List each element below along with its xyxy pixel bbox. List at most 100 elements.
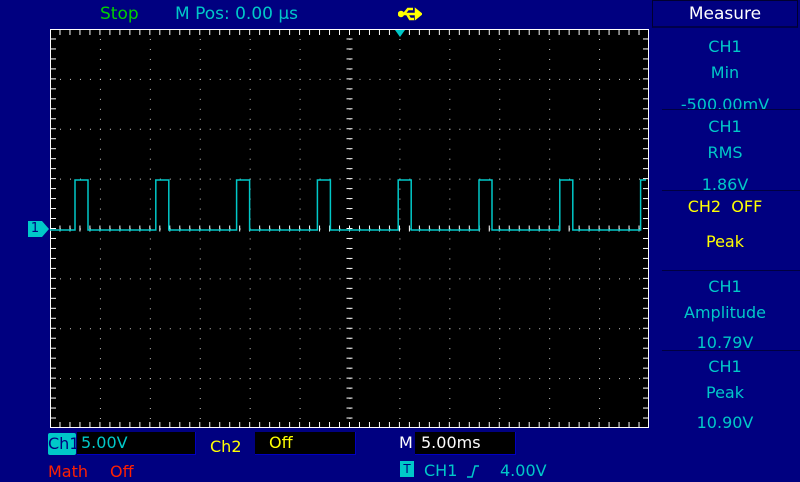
grid-dot: [429, 278, 431, 280]
grid-dot: [119, 178, 121, 180]
grid-dot: [149, 298, 151, 300]
grid-dot: [599, 298, 601, 300]
grid-dot: [599, 348, 601, 350]
grid-dot: [249, 98, 251, 100]
grid-dot: [149, 218, 151, 220]
grid-dot: [599, 218, 601, 220]
grid-dot: [369, 378, 371, 380]
grid-dot: [109, 278, 111, 280]
grid-dot: [69, 278, 71, 280]
grid-dot: [449, 148, 451, 150]
grid-dot: [239, 278, 241, 280]
grid-dot: [399, 58, 401, 60]
measure-item-4[interactable]: CH1 Amplitude 10.79V: [650, 274, 800, 356]
grid-dot: [169, 378, 171, 380]
ch1-level-marker[interactable]: 1: [28, 221, 49, 237]
measure-item-2[interactable]: CH1 RMS 1.86V: [650, 114, 800, 198]
grid-dot: [289, 128, 291, 130]
grid-dot: [499, 208, 501, 210]
grid-dot: [89, 78, 91, 80]
measure-title-button[interactable]: Measure: [652, 0, 798, 28]
grid-dot: [549, 118, 551, 120]
timebase-value: 5.00ms: [421, 433, 481, 452]
grid-dot: [399, 278, 401, 280]
grid-dot: [249, 378, 251, 380]
grid-dot: [239, 128, 241, 130]
grid-dot: [409, 128, 411, 130]
grid-dot: [449, 348, 451, 350]
grid-dot: [379, 178, 381, 180]
grid-dot: [499, 88, 501, 90]
grid-dot: [199, 368, 201, 370]
grid-dot: [599, 158, 601, 160]
grid-dot: [499, 318, 501, 320]
ch1-button[interactable]: Ch1: [48, 433, 80, 455]
grid-dot: [109, 178, 111, 180]
grid-dot: [549, 178, 551, 180]
grid-dot: [469, 378, 471, 380]
grid-dot: [159, 378, 161, 380]
grid-dot: [239, 378, 241, 380]
math-label[interactable]: Math: [48, 462, 89, 481]
grid-dot: [299, 378, 301, 380]
grid-dot: [149, 148, 151, 150]
grid-dot: [59, 328, 61, 330]
grid-dot: [549, 128, 551, 130]
grid-dot: [449, 118, 451, 120]
grid-dot: [99, 398, 101, 400]
grid-dot: [349, 138, 351, 140]
grid-dot: [99, 368, 101, 370]
grid-dot: [149, 288, 151, 290]
measure-item-5[interactable]: CH1 Peak 10.90V: [650, 354, 800, 436]
grid-dot: [299, 198, 301, 200]
measure-item-1[interactable]: CH1 Min -500.00mV: [650, 34, 800, 118]
grid-dot: [599, 318, 601, 320]
grid-dot: [99, 248, 101, 250]
grid-dot: [99, 98, 101, 100]
grid-dot: [639, 178, 641, 180]
grid-dot: [509, 378, 511, 380]
grid-dot: [559, 278, 561, 280]
grid-dot: [399, 378, 401, 380]
ch2-label[interactable]: Ch2: [210, 437, 242, 456]
grid-dot: [399, 318, 401, 320]
grid-dot: [549, 388, 551, 390]
grid-dot: [629, 128, 631, 130]
grid-dot: [249, 358, 251, 360]
grid-dot: [409, 178, 411, 180]
grid-dot: [239, 78, 241, 80]
measure-item-3[interactable]: CH2 OFF Peak: [650, 194, 800, 255]
grid-dot: [369, 278, 371, 280]
grid-dot: [149, 338, 151, 340]
grid-dot: [359, 178, 361, 180]
grid-dot: [549, 188, 551, 190]
grid-dot: [309, 178, 311, 180]
grid-dot: [619, 328, 621, 330]
grid-dot: [299, 208, 301, 210]
grid-dot: [189, 178, 191, 180]
divider: [662, 109, 800, 110]
grid-dot: [399, 248, 401, 250]
grid-dot: [229, 378, 231, 380]
grid-dot: [149, 398, 151, 400]
grid-dot: [589, 128, 591, 130]
grid-dot: [449, 108, 451, 110]
grid-dot: [499, 68, 501, 70]
grid-dot: [599, 258, 601, 260]
grid-dot: [199, 128, 201, 130]
grid-dot: [399, 208, 401, 210]
grid-dot: [89, 328, 91, 330]
grid-dot: [289, 78, 291, 80]
grid-dot: [249, 138, 251, 140]
grid-dot: [229, 78, 231, 80]
grid-dot: [309, 278, 311, 280]
grid-dot: [299, 108, 301, 110]
grid-dot: [519, 378, 521, 380]
grid-dot: [249, 68, 251, 70]
grid-dot: [599, 38, 601, 40]
grid-dot: [249, 268, 251, 270]
grid-dot: [149, 198, 151, 200]
grid-dot: [639, 78, 641, 80]
grid-dot: [249, 298, 251, 300]
trigger-position-marker[interactable]: [395, 30, 405, 37]
